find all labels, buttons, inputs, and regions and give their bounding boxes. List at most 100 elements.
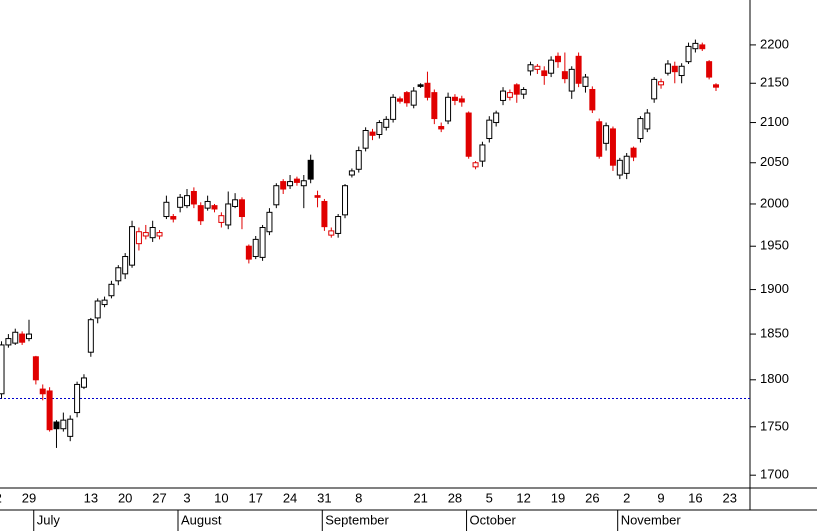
candle-body [307,159,314,180]
candle-body [67,418,74,437]
x-tick-label: 29 [22,490,36,505]
candle-body [12,331,19,344]
candle-body [348,170,355,176]
candle-body [575,55,582,84]
y-tick-label: 1700 [760,467,789,482]
candle-body [355,150,362,170]
x-tick-label: 8 [355,490,362,505]
candle-body [101,299,108,306]
candle-body [335,216,342,234]
candle-body [486,119,493,140]
candle-body [500,90,507,101]
candle-body [671,65,678,73]
candle-body [280,181,287,190]
candle-body [225,203,232,226]
candle-body [706,61,713,78]
x-tick-label: 2 [623,490,630,505]
month-label: September [325,512,389,527]
x-tick-label: 23 [723,490,737,505]
candle-body [163,201,170,218]
candle-body [403,92,410,104]
y-tick-label: 2050 [760,154,789,169]
candle-body [293,178,300,183]
candle-body [685,45,692,63]
candle-body [108,283,115,297]
candle-body [328,230,335,236]
x-tick-label: 9 [657,490,664,505]
candle-body [190,190,197,205]
candle-body [39,388,46,395]
candle-body [300,180,307,187]
candle-body [252,238,259,258]
candle-body [506,92,513,98]
x-tick-label: 5 [486,490,493,505]
candle-body [177,196,184,208]
candle-body [699,44,706,50]
candle-body [541,70,548,77]
candle-body [0,344,5,395]
candle-body [115,267,122,282]
candle-body [74,383,81,414]
x-tick-label: 22 [0,490,2,505]
candle-body [410,90,417,106]
x-tick-label: 3 [183,490,190,505]
candle-body [53,421,60,430]
month-label: November [621,512,682,527]
candle-body [122,256,129,275]
y-tick-label: 2150 [760,75,789,90]
candle-body [46,390,53,431]
candle-body [451,96,458,101]
x-tick-label: 26 [585,490,599,505]
candle-body [259,226,266,258]
candle-body [651,78,658,100]
candle-body [26,333,32,340]
x-tick-label: 27 [152,490,166,505]
candle-body [369,131,376,136]
candle-body [568,68,575,92]
candle-body [678,65,685,77]
x-tick-label: 16 [688,490,702,505]
candle-body [445,96,452,122]
x-tick-label: 12 [516,490,530,505]
x-tick-label: 24 [283,490,297,505]
candle-body [548,59,555,74]
candle-body [211,205,218,210]
candle-body [149,226,156,239]
candle-body [376,122,383,136]
candle-body [513,84,520,95]
candle-body [493,112,500,124]
y-tick-label: 1850 [760,326,789,341]
candle-body [458,98,465,103]
candle-body [362,130,369,149]
candle-body [596,121,603,157]
candle-body [314,195,321,198]
candle-body [582,76,589,87]
candle-body [142,232,149,237]
candle-body [232,199,239,207]
month-label: October [470,512,517,527]
candle-body [527,64,534,72]
x-tick-label: 17 [248,490,262,505]
candle-body [424,82,431,98]
candle-body [238,199,245,218]
candle-body [616,159,623,176]
y-tick-label: 1800 [760,371,789,386]
candle-body [129,226,136,266]
x-tick-label: 19 [551,490,565,505]
y-tick-label: 1900 [760,281,789,296]
candle-body [273,185,280,206]
candle-body [321,200,328,228]
candle-body [218,215,225,223]
candle-body [609,128,616,166]
candle-body [135,231,142,245]
candle-body [396,98,403,102]
candle-body [534,65,541,70]
candle-body [197,205,204,222]
x-tick-label: 10 [214,490,228,505]
candle-body [713,84,719,88]
y-tick-label: 1750 [760,418,789,433]
candle-body [60,419,67,430]
month-label: July [37,512,61,527]
candle-body [431,92,438,120]
